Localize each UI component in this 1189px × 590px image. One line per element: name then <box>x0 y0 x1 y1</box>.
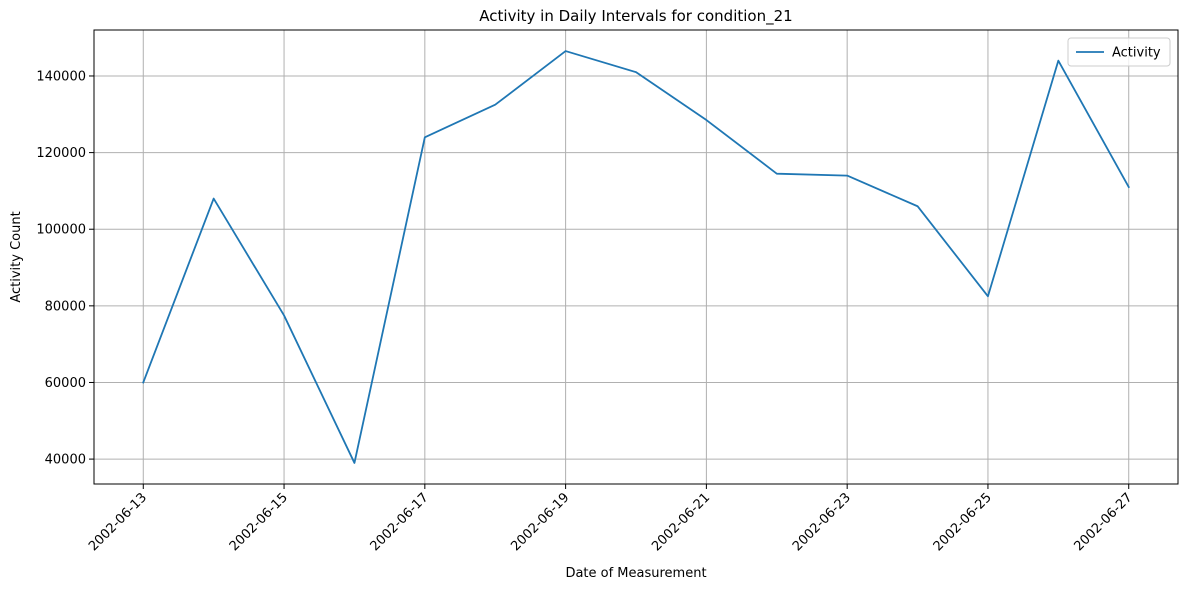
x-tick-label: 2002-06-25 <box>931 490 995 554</box>
series-line-activity <box>142 50 1130 464</box>
y-tick-label: 80000 <box>45 299 86 314</box>
y-tick-label: 40000 <box>45 453 86 468</box>
grid-lines <box>94 30 1178 484</box>
chart-title: Activity in Daily Intervals for conditio… <box>479 7 792 26</box>
y-tick-label: 100000 <box>36 223 86 238</box>
x-tick-label: 2002-06-27 <box>1072 490 1136 554</box>
series-lines <box>142 50 1130 464</box>
x-tick-label: 2002-06-13 <box>86 490 150 554</box>
y-tick-label: 120000 <box>36 146 86 161</box>
legend-box <box>1067 37 1171 67</box>
y-tick-label: 60000 <box>45 376 86 391</box>
x-tick-label: 2002-06-19 <box>508 490 572 554</box>
x-axis-title: Date of Measurement <box>565 566 706 581</box>
y-tick-label: 140000 <box>36 69 86 84</box>
legend-label: Activity <box>1112 46 1161 61</box>
plot-area-frame <box>93 29 1179 485</box>
x-tick-label: 2002-06-17 <box>368 490 432 554</box>
x-tick-label: 2002-06-21 <box>649 490 713 554</box>
x-tick-label: 2002-06-23 <box>790 490 854 554</box>
y-axis-title: Activity Count <box>9 211 24 302</box>
axis-ticks: 2002-06-13 2002-06-15 2002-06-17 2002-06-19… <box>36 69 1135 554</box>
x-tick-label: 2002-06-15 <box>227 490 291 554</box>
legend: Activity <box>1067 37 1171 67</box>
